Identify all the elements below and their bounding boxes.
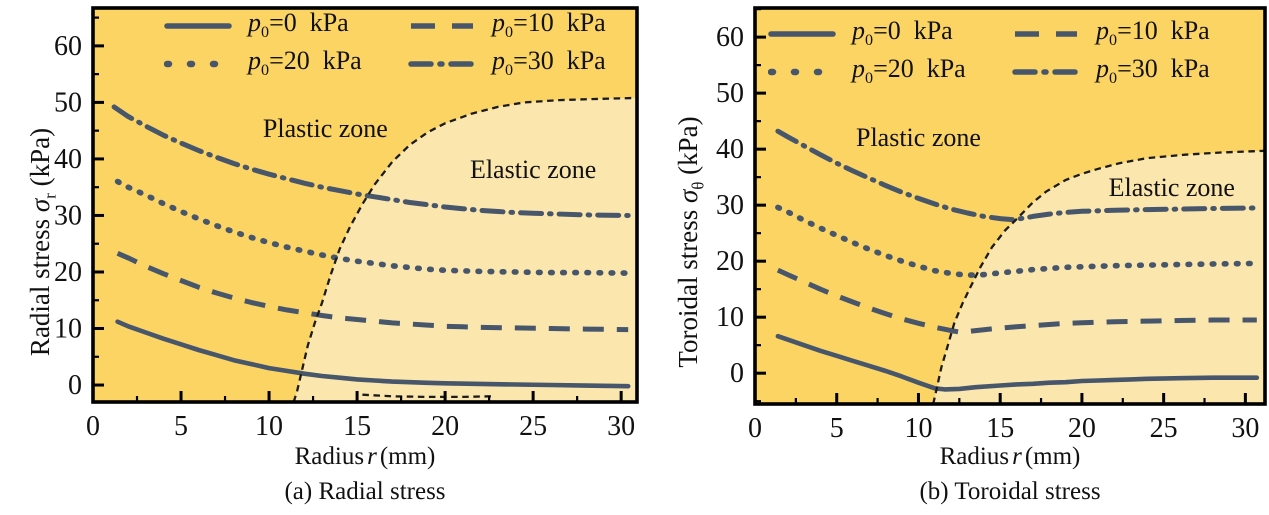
legend-line-sample [1012, 27, 1080, 39]
sigma-subscript: θ [688, 181, 708, 190]
plastic-elastic-boundary [932, 149, 1265, 404]
plastic-zone-label: Plastic zone [855, 122, 981, 152]
svg-text:30: 30 [54, 200, 82, 231]
legend-line-sample [767, 65, 837, 77]
svg-text:20: 20 [431, 411, 459, 442]
chart-caption: (a) Radial stress [284, 478, 446, 505]
radius-variable: r [1012, 443, 1022, 470]
svg-text:30: 30 [1231, 413, 1259, 444]
svg-text:5: 5 [830, 413, 844, 444]
toroidal-stress-plot: 0 5 10 15 20 25 30 0 10 20 30 40 50 60 [716, 6, 1267, 444]
svg-text:40: 40 [716, 134, 744, 165]
y-axis-unit: (kPa) [673, 116, 703, 175]
legend-line-sample [768, 27, 836, 39]
x-axis-label: Radius r (mm) [939, 443, 1081, 470]
legend-label: p0=20 kPa [852, 54, 966, 88]
y-axis-label: Toroidal stress σθ (kPa) [670, 27, 708, 457]
tick-labels: 0 5 10 15 20 25 30 0 10 20 30 40 50 60 [716, 22, 1259, 444]
plot-area [111, 96, 637, 402]
chart-toroidal-stress: 0 5 10 15 20 25 30 0 10 20 30 40 50 60 Toroidal stres… [640, 0, 1269, 515]
legend-item-p0-10: p0=10 kPa [1012, 16, 1212, 50]
legend-label: p0=10 kPa [1096, 16, 1210, 50]
legend-line-sample [164, 19, 232, 31]
legend-item-p0-0: p0=0 kPa [768, 16, 968, 50]
legend-item-p0-20: p0=20 kPa [163, 46, 364, 80]
svg-text:60: 60 [54, 31, 82, 62]
axes-box [91, 6, 639, 404]
legend-label: p0=20 kPa [248, 46, 362, 80]
curve-p0-20-kPa [775, 204, 1260, 278]
svg-text:30: 30 [607, 411, 635, 442]
legend-item-p0-30: p0=30 kPa [1012, 54, 1212, 88]
sigma-symbol: σ [25, 198, 55, 213]
plastic-zone-label: Plastic zone [262, 113, 388, 143]
curve-p0-10-kPa [116, 251, 629, 333]
legend: p0=0 kPa p0=10 kPa p0=20 kPa p0=30 kPa [767, 16, 1212, 88]
tick-labels: 0 5 10 15 20 25 30 0 10 20 30 40 50 60 [54, 31, 635, 442]
svg-text:60: 60 [716, 22, 744, 53]
chart-radial-stress: 0 5 10 15 20 25 30 0 10 20 30 40 50 60 Radial stress … [22, 6, 639, 505]
svg-text:0: 0 [748, 413, 762, 444]
legend-line-sample [1012, 65, 1080, 77]
svg-text:15: 15 [343, 411, 371, 442]
chart-caption: (b) Toroidal stress [919, 478, 1101, 505]
legend-label: p0=30 kPa [1096, 54, 1210, 88]
curve-p0-10-kPa [776, 267, 1257, 335]
legend: p0=0 kPa p0=10 kPa p0=20 kPa p0=30 kPa [163, 8, 608, 80]
sigma-symbol: σ [673, 189, 703, 203]
svg-text:10: 10 [255, 411, 283, 442]
plot-area [775, 128, 1265, 404]
legend-label: p0=0 kPa [852, 16, 953, 50]
elastic-zone-fill [933, 150, 1265, 404]
svg-text:10: 10 [54, 314, 82, 345]
svg-text:10: 10 [904, 413, 932, 444]
y-axis-unit: (kPa) [25, 127, 55, 187]
svg-text:50: 50 [54, 87, 82, 118]
svg-text:10: 10 [716, 302, 744, 333]
legend-line-sample [408, 19, 476, 31]
svg-text:5: 5 [174, 411, 188, 442]
axis-ticks [91, 16, 623, 402]
svg-text:50: 50 [716, 78, 744, 109]
legend-item-p0-20: p0=20 kPa [767, 54, 968, 88]
svg-text:25: 25 [1150, 413, 1178, 444]
curve-p0-0-kPa [775, 333, 1260, 392]
svg-text:20: 20 [54, 257, 82, 288]
y-axis-label-text: Radial stress [25, 218, 55, 357]
x-axis-label: Radius r (mm) [294, 443, 436, 470]
legend-label: p0=30 kPa [492, 46, 606, 80]
svg-text:30: 30 [716, 190, 744, 221]
legend-item-p0-0: p0=0 kPa [164, 8, 364, 42]
legend-line-sample [163, 57, 233, 69]
legend-label: p0=0 kPa [248, 8, 349, 42]
elastic-zone-label: Elastic zone [469, 155, 597, 185]
legend-item-p0-10: p0=10 kPa [408, 8, 608, 42]
svg-text:40: 40 [54, 144, 82, 175]
svg-text:0: 0 [68, 370, 82, 401]
svg-text:20: 20 [716, 246, 744, 277]
svg-text:0: 0 [86, 411, 100, 442]
elastic-zone-fill [293, 97, 637, 402]
y-axis-label: Radial stress σr (kPa) [22, 27, 60, 457]
legend-line-sample [408, 57, 476, 69]
svg-text:15: 15 [986, 413, 1014, 444]
curve-p0-30-kPa [775, 128, 1260, 223]
legend-label: p0=10 kPa [492, 8, 606, 42]
elastic-zone-label: Elastic zone [1108, 173, 1235, 203]
curve-p0-20-kPa [114, 178, 631, 276]
svg-text:0: 0 [730, 358, 744, 389]
radial-stress-plot: 0 5 10 15 20 25 30 0 10 20 30 40 50 60 [54, 6, 639, 442]
axis-ticks [753, 8, 1247, 404]
svg-text:20: 20 [1068, 413, 1096, 444]
curve-p0-0-kPa [115, 319, 631, 389]
radius-variable: r [367, 443, 377, 470]
svg-text:25: 25 [519, 411, 547, 442]
plastic-elastic-boundary [292, 96, 637, 402]
legend-item-p0-30: p0=30 kPa [408, 46, 608, 80]
sigma-subscript: r [40, 193, 60, 199]
y-axis-label-text: Toroidal stress [673, 209, 703, 368]
curve-p0-30-kPa [111, 104, 631, 218]
